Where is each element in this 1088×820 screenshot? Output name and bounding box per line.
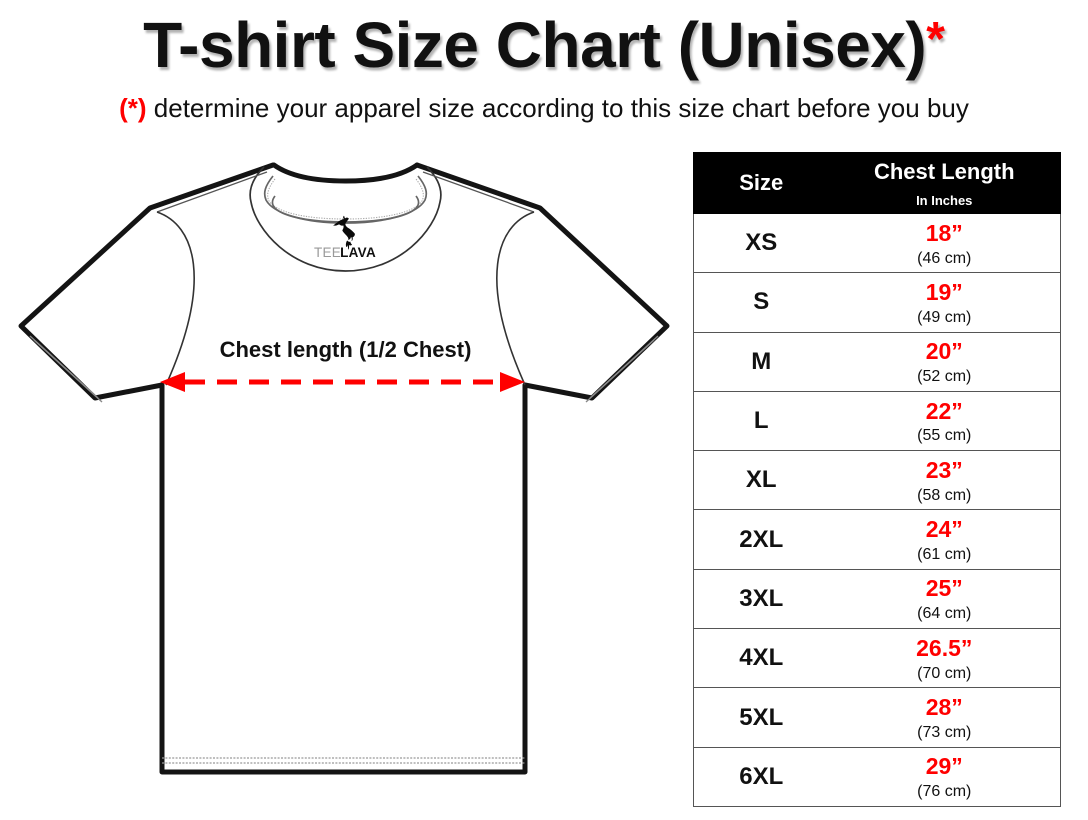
svg-text:TEELAVA: TEELAVA <box>314 245 376 260</box>
svg-text:Chest length (1/2 Chest): Chest length (1/2 Chest) <box>220 337 472 362</box>
